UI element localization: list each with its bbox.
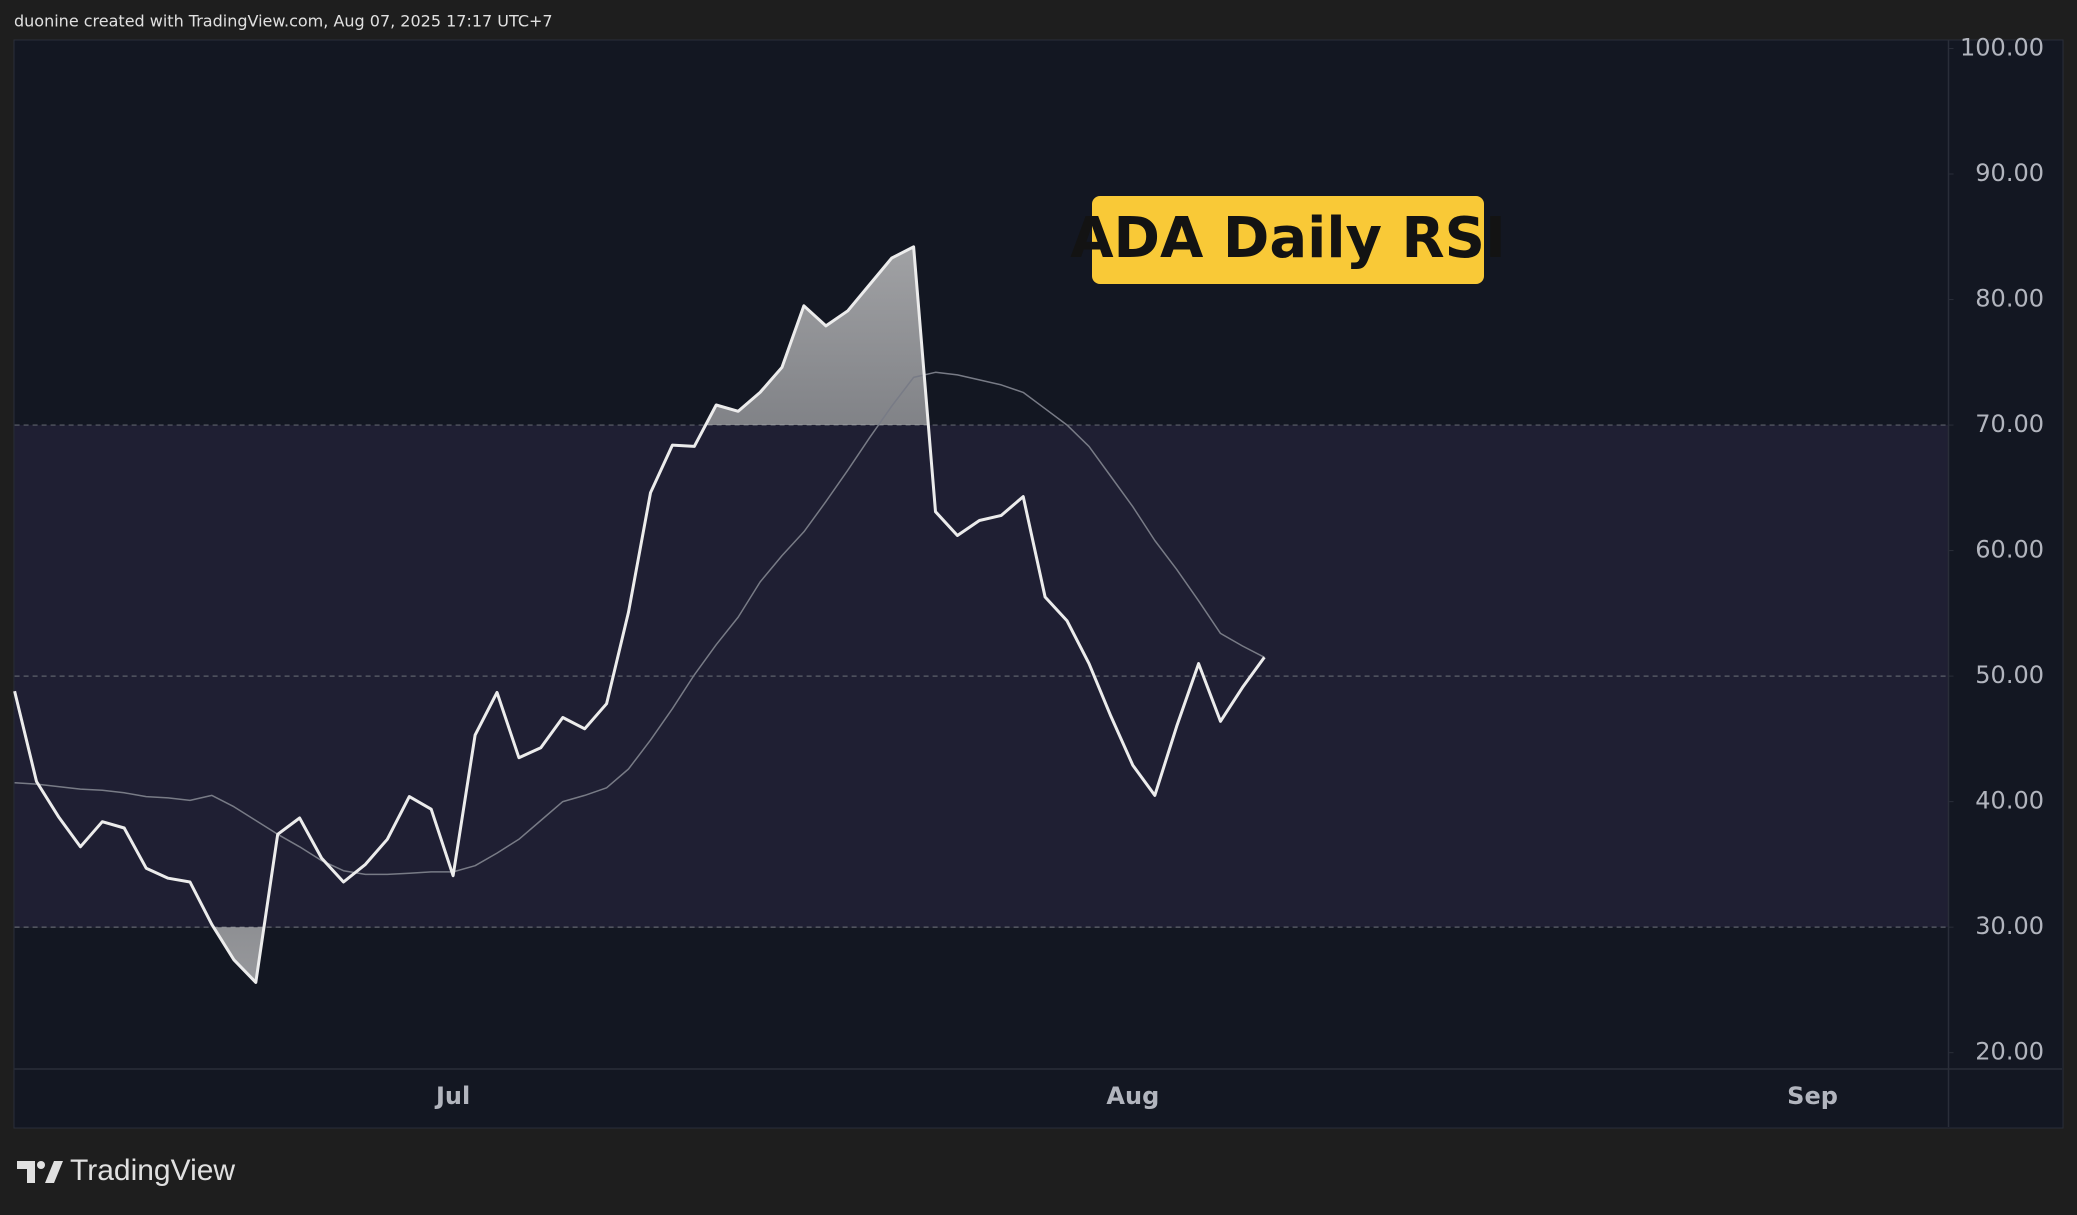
brand: TradingView (70, 1154, 235, 1187)
y-tick-label: 70.00 (1975, 410, 2044, 438)
y-tick-label: 60.00 (1975, 536, 2044, 564)
attribution: duonine created with TradingView.com, Au… (14, 12, 553, 31)
y-tick-label: 90.00 (1975, 159, 2044, 187)
x-tick-label: Aug (1106, 1082, 1159, 1110)
oversold-fill (213, 927, 264, 983)
x-tick-label: Sep (1787, 1082, 1838, 1110)
rsi-line (13, 245, 1266, 984)
y-tick-label: 50.00 (1975, 661, 2044, 689)
overbought-fill (705, 246, 929, 426)
title-badge (1092, 196, 1484, 284)
y-tick-label: 100.00 (1960, 33, 2044, 61)
chart-title: ADA Daily RSI (1070, 206, 1506, 271)
y-tick-label: 20.00 (1975, 1038, 2044, 1066)
x-tick-label: Jul (434, 1082, 470, 1110)
brand-logo (17, 1161, 63, 1183)
y-tick-label: 30.00 (1975, 912, 2044, 940)
overbought-fill-group (705, 246, 929, 426)
rsi-ma-line (14, 371, 1265, 876)
y-tick-label: 40.00 (1975, 787, 2044, 815)
oversold-fill-group (213, 927, 264, 983)
y-tick-label: 80.00 (1975, 285, 2044, 313)
